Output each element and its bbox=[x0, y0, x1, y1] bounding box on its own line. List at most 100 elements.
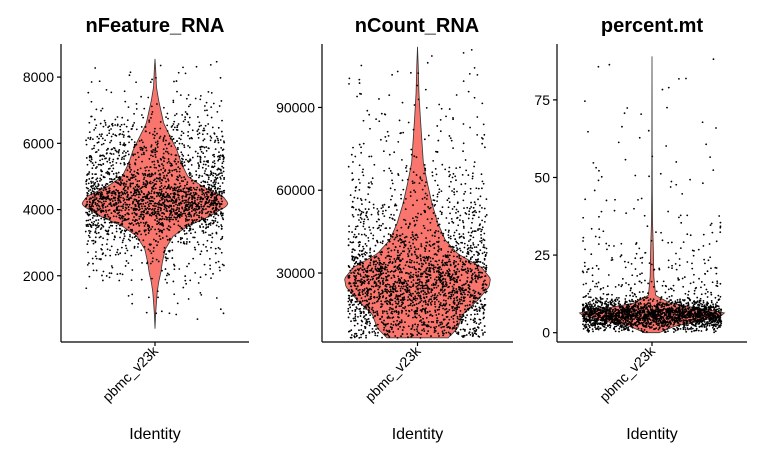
data-point bbox=[369, 249, 371, 251]
data-point bbox=[207, 123, 210, 125]
data-point bbox=[116, 157, 119, 160]
data-point bbox=[98, 208, 100, 211]
data-point bbox=[203, 138, 206, 140]
data-point bbox=[479, 228, 481, 230]
data-point bbox=[156, 290, 159, 293]
data-point bbox=[180, 227, 183, 230]
data-point bbox=[461, 316, 463, 318]
data-point bbox=[437, 246, 440, 248]
data-point bbox=[97, 226, 100, 228]
data-point bbox=[119, 217, 122, 220]
data-point bbox=[414, 290, 417, 293]
data-point bbox=[125, 247, 128, 250]
data-point bbox=[373, 280, 376, 283]
data-point bbox=[382, 150, 385, 153]
data-point bbox=[421, 324, 424, 326]
data-point bbox=[459, 214, 462, 217]
data-point bbox=[187, 94, 190, 96]
data-point bbox=[146, 201, 149, 204]
data-point bbox=[94, 228, 97, 230]
data-point bbox=[401, 298, 404, 300]
data-point bbox=[382, 206, 384, 208]
data-point bbox=[432, 243, 435, 246]
data-point bbox=[172, 196, 175, 199]
data-point bbox=[143, 193, 146, 195]
data-point bbox=[180, 190, 183, 193]
data-point bbox=[210, 136, 213, 139]
data-point bbox=[367, 236, 370, 239]
data-point bbox=[434, 311, 437, 313]
data-point bbox=[411, 304, 414, 307]
data-point bbox=[388, 290, 391, 293]
data-point bbox=[420, 333, 422, 336]
data-point bbox=[417, 248, 420, 250]
data-point bbox=[192, 202, 195, 205]
data-point bbox=[132, 219, 134, 221]
data-point bbox=[216, 168, 219, 171]
data-point bbox=[162, 202, 165, 204]
data-point bbox=[394, 269, 397, 272]
data-point bbox=[361, 203, 363, 206]
data-point bbox=[425, 237, 427, 239]
data-point bbox=[381, 266, 384, 268]
data-point bbox=[153, 192, 156, 195]
data-point bbox=[402, 306, 404, 309]
data-point bbox=[151, 151, 154, 154]
data-point bbox=[117, 205, 120, 208]
data-point bbox=[140, 221, 142, 224]
data-point bbox=[173, 120, 176, 123]
data-point bbox=[396, 229, 399, 232]
data-point bbox=[98, 258, 101, 260]
data-point bbox=[402, 188, 405, 191]
data-point bbox=[104, 254, 107, 257]
data-point bbox=[170, 163, 173, 165]
data-point bbox=[367, 278, 369, 281]
data-point bbox=[209, 222, 212, 224]
data-point bbox=[395, 310, 398, 312]
data-point bbox=[403, 246, 405, 249]
data-point bbox=[398, 234, 401, 237]
data-point bbox=[214, 187, 217, 189]
data-point bbox=[175, 313, 178, 316]
data-point bbox=[112, 173, 115, 175]
data-point bbox=[410, 247, 413, 250]
data-point bbox=[149, 81, 152, 84]
data-point bbox=[347, 275, 350, 277]
data-point bbox=[194, 201, 196, 204]
data-point bbox=[358, 289, 361, 291]
data-point bbox=[362, 225, 365, 228]
data-point bbox=[475, 187, 478, 190]
data-point bbox=[147, 296, 150, 299]
data-point bbox=[161, 179, 164, 182]
data-point bbox=[200, 250, 203, 253]
data-point bbox=[429, 270, 432, 273]
data-point bbox=[407, 325, 410, 328]
data-point bbox=[145, 311, 148, 314]
data-point bbox=[218, 151, 220, 154]
data-point bbox=[401, 240, 404, 243]
data-point bbox=[396, 281, 398, 284]
data-point bbox=[420, 213, 422, 216]
data-point bbox=[477, 187, 480, 190]
data-point bbox=[163, 160, 165, 163]
data-point bbox=[448, 303, 451, 306]
data-point bbox=[469, 293, 472, 296]
data-point bbox=[381, 289, 384, 292]
data-point bbox=[370, 232, 372, 235]
data-point bbox=[458, 318, 461, 321]
data-point bbox=[186, 187, 188, 190]
data-point bbox=[378, 258, 380, 260]
data-point bbox=[392, 288, 395, 291]
data-point bbox=[124, 206, 127, 209]
data-point bbox=[115, 161, 118, 164]
data-point bbox=[109, 216, 112, 219]
data-point bbox=[197, 162, 200, 164]
data-point bbox=[210, 184, 213, 187]
data-point bbox=[194, 191, 197, 194]
data-point bbox=[199, 95, 202, 97]
data-point bbox=[384, 263, 387, 266]
data-point bbox=[405, 282, 408, 285]
data-point bbox=[177, 188, 180, 191]
data-point bbox=[478, 318, 481, 321]
data-point bbox=[193, 194, 195, 197]
